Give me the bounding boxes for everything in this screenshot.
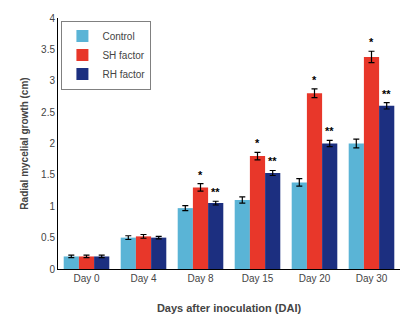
svg-text:Day 15: Day 15 xyxy=(242,273,274,284)
svg-text:2.5: 2.5 xyxy=(41,107,55,118)
svg-text:*: * xyxy=(255,137,260,149)
svg-text:SH factor: SH factor xyxy=(102,50,144,61)
svg-text:*: * xyxy=(312,74,317,86)
svg-text:0: 0 xyxy=(49,264,55,275)
svg-text:Day 30: Day 30 xyxy=(356,273,388,284)
svg-text:Control: Control xyxy=(102,31,134,42)
svg-text:1: 1 xyxy=(49,201,55,212)
svg-text:**: ** xyxy=(268,155,277,167)
svg-text:2: 2 xyxy=(49,138,55,149)
svg-text:**: ** xyxy=(325,125,334,137)
svg-text:3.5: 3.5 xyxy=(41,44,55,55)
svg-text:*: * xyxy=(369,36,374,48)
svg-text:0.5: 0.5 xyxy=(41,232,55,243)
svg-text:Days after inoculation (DAI): Days after inoculation (DAI) xyxy=(157,302,302,314)
svg-text:4: 4 xyxy=(49,13,55,24)
svg-text:3: 3 xyxy=(49,75,55,86)
svg-text:RH factor: RH factor xyxy=(102,69,145,80)
svg-text:**: ** xyxy=(382,88,391,100)
svg-text:1.5: 1.5 xyxy=(41,169,55,180)
svg-text:Day 20: Day 20 xyxy=(299,273,331,284)
svg-text:Day 0: Day 0 xyxy=(73,273,100,284)
svg-text:Day 8: Day 8 xyxy=(187,273,214,284)
svg-text:Day 4: Day 4 xyxy=(130,273,157,284)
svg-text:Radial mycelial growth (cm): Radial mycelial growth (cm) xyxy=(19,77,30,209)
svg-text:**: ** xyxy=(211,186,220,198)
svg-text:*: * xyxy=(198,169,203,181)
